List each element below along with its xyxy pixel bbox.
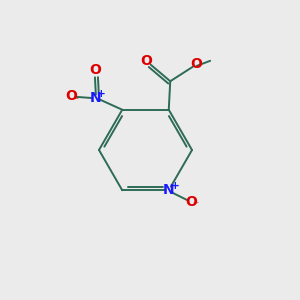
Text: O: O — [65, 89, 77, 103]
Text: O: O — [185, 195, 197, 209]
Text: N: N — [90, 91, 102, 105]
Text: ⁻: ⁻ — [72, 95, 78, 108]
Text: O: O — [140, 54, 152, 68]
Text: O: O — [191, 57, 203, 71]
Text: +: + — [171, 181, 179, 191]
Text: ⁻: ⁻ — [193, 200, 199, 213]
Text: +: + — [97, 89, 106, 99]
Text: N: N — [163, 183, 175, 197]
Text: O: O — [89, 63, 101, 77]
